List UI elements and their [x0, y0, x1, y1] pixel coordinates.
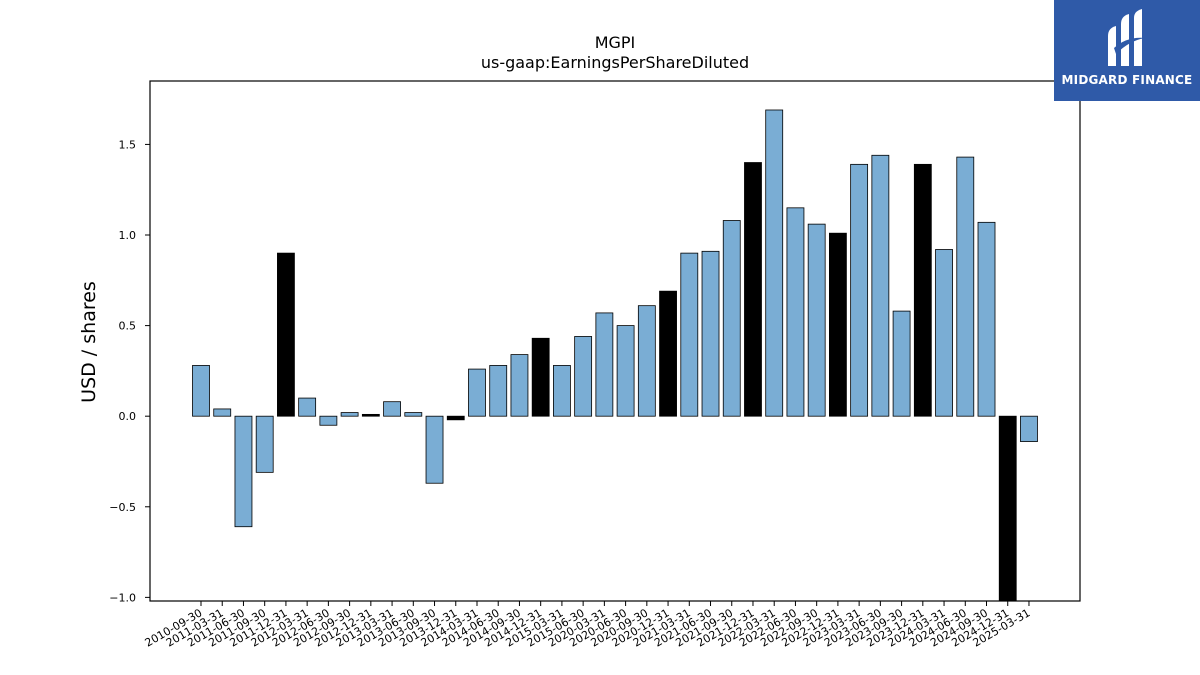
bar-2012-12-31	[361, 413, 380, 417]
midgard-logo-icon	[1108, 9, 1146, 66]
bar-2011-06-30	[234, 415, 253, 528]
bar-2021-06-30	[701, 250, 720, 417]
bar-2013-06-30	[404, 412, 423, 417]
bars-group	[192, 109, 1038, 602]
bar-2012-03-31	[298, 397, 317, 417]
bar-2011-03-31	[213, 408, 232, 417]
chart-subtitle: us-gaap:EarningsPerShareDiluted	[481, 53, 749, 72]
bar-2022-12-31	[829, 232, 847, 417]
bar-2012-09-30	[340, 412, 359, 417]
y-tick-label: 0.0	[119, 410, 137, 423]
y-tick-label: 0.5	[119, 320, 137, 333]
chart-title: MGPI	[595, 33, 636, 52]
bar-2014-09-30	[510, 354, 529, 417]
bar-2020-12-31	[659, 290, 677, 417]
plot-frame	[149, 80, 1081, 602]
bar-2022-06-30	[786, 207, 805, 417]
bar-2014-06-30	[489, 365, 508, 417]
bar-2024-03-31	[935, 249, 953, 417]
bar-2012-06-30	[319, 415, 338, 426]
bar-2011-09-30	[255, 415, 274, 473]
bar-2021-12-31	[744, 162, 762, 417]
bar-2024-06-30	[956, 156, 975, 417]
bar-2015-03-31	[553, 365, 571, 417]
bar-2020-09-30	[637, 305, 656, 417]
bar-2014-12-31	[531, 337, 550, 417]
bar-2022-09-30	[807, 223, 826, 417]
bar-2024-09-30	[977, 221, 996, 417]
y-axis-label: USD / shares	[78, 281, 100, 403]
bar-2021-09-30	[722, 220, 741, 417]
bar-2020-03-31	[595, 312, 614, 417]
bar-2014-03-31	[468, 368, 486, 417]
bar-2010-09-30	[192, 365, 210, 417]
bar-2013-09-30	[425, 415, 444, 484]
bar-2023-12-31	[913, 163, 932, 417]
bar-2021-03-31	[680, 252, 699, 417]
y-tick-label: −0.5	[109, 501, 136, 514]
bar-2011-12-31	[277, 252, 295, 417]
bar-2015-06-30	[574, 336, 593, 417]
y-tick-label: −1.0	[109, 591, 136, 604]
y-tick-label: 1.5	[119, 138, 137, 151]
y-tick-label: 1.0	[119, 229, 137, 242]
midgard-finance-logo: MIDGARD FINANCE	[1054, 0, 1200, 101]
logo-text: MIDGARD FINANCE	[1061, 73, 1193, 87]
bar-2013-12-31	[446, 415, 465, 421]
bar-2025-03-31	[1020, 415, 1038, 442]
bar-2022-03-31	[765, 109, 784, 417]
bar-2013-03-31	[383, 401, 401, 417]
bar-2023-06-30	[871, 154, 890, 417]
bar-2020-06-30	[616, 325, 635, 417]
bar-2023-03-31	[850, 163, 869, 417]
bar-2023-09-30	[892, 310, 911, 417]
x-ticks-group: 2010-09-302011-03-312011-06-302011-09-30…	[143, 601, 1032, 650]
bar-2024-12-31	[998, 415, 1017, 602]
y-ticks-group: −1.0 −0.5 0.0 0.5 1.0 1.5	[109, 138, 150, 604]
